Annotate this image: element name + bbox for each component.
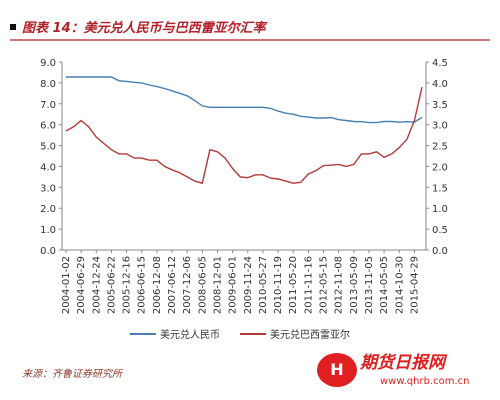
- title-marker: [10, 24, 16, 30]
- x-tick-label: 2004-12-24: [91, 256, 102, 314]
- y-tick-label: 1.0: [40, 225, 56, 236]
- y2-tick-label: 3.0: [432, 121, 448, 132]
- x-tick-label: 2004-01-02: [61, 256, 72, 314]
- x-tick-label: 2010-11-19: [273, 256, 284, 314]
- legend-label: 美元兑人民币: [160, 328, 220, 341]
- x-tick-label: 2011-05-20: [288, 256, 299, 314]
- y-tick-label: 6.0: [40, 121, 56, 132]
- x-tick-label: 2005-12-16: [122, 256, 133, 314]
- watermark-name: 期货日报网: [359, 353, 448, 373]
- x-tick-label: 2004-06-29: [76, 256, 87, 314]
- watermark-url: www.qhrb.com.cn: [380, 376, 470, 387]
- y2-tick-label: 0.0: [432, 246, 448, 257]
- x-tick-label: 2007-12-06: [182, 256, 193, 314]
- y2-tick-label: 4.5: [432, 58, 448, 69]
- y-tick-label: 2.0: [40, 204, 56, 215]
- series-line: [65, 86, 423, 185]
- x-tick-label: 2014-10-30: [394, 256, 405, 314]
- y-tick-label: 8.0: [40, 79, 56, 90]
- x-tick-label: 2014-05-05: [379, 256, 390, 314]
- y2-tick-label: 1.5: [432, 183, 448, 194]
- y2-tick-label: 1.0: [432, 204, 448, 215]
- x-tick-label: 2012-11-08: [334, 256, 345, 314]
- series-line: [66, 76, 423, 124]
- x-tick-label: 2015-04-29: [409, 256, 420, 314]
- x-tick-label: 2010-05-27: [258, 256, 269, 314]
- x-tick-label: 2005-06-22: [106, 256, 117, 314]
- x-tick-label: 2013-11-05: [364, 256, 375, 314]
- y-tick-label: 4.0: [40, 162, 56, 173]
- x-tick-label: 2008-06-05: [197, 256, 208, 314]
- x-tick-label: 2006-12-08: [152, 256, 163, 314]
- legend-label: 美元兑巴西雷亚尔: [270, 328, 350, 341]
- chart-title: 图表 14：美元兑人民币与巴西雷亚尔汇率: [22, 20, 269, 36]
- y-tick-label: 5.0: [40, 142, 56, 153]
- x-tick-label: 2008-12-01: [212, 256, 223, 314]
- x-tick-label: 2006-06-15: [137, 256, 148, 314]
- y2-tick-label: 3.5: [432, 100, 448, 111]
- x-tick-label: 2007-06-12: [167, 256, 178, 314]
- y-tick-label: 0.0: [40, 246, 56, 257]
- watermark: H 期货日报网 www.qhrb.com.cn: [317, 353, 470, 387]
- y-tick-label: 3.0: [40, 183, 56, 194]
- y2-tick-label: 2.5: [432, 142, 448, 153]
- y-tick-label: 7.0: [40, 100, 56, 111]
- x-tick-label: 2012-05-15: [319, 256, 330, 314]
- x-tick-label: 2013-05-09: [349, 256, 360, 314]
- watermark-logo-mark: H: [330, 360, 343, 379]
- y2-tick-label: 4.0: [432, 79, 448, 90]
- watermark-logo: [317, 353, 357, 387]
- y2-tick-label: 0.5: [432, 225, 448, 236]
- y-tick-label: 9.0: [40, 58, 56, 69]
- x-tick-label: 2009-11-24: [243, 256, 254, 314]
- x-tick-label: 2009-06-01: [228, 256, 239, 314]
- x-tick-label: 2011-11-16: [303, 256, 314, 314]
- y2-tick-label: 2.0: [432, 162, 448, 173]
- source: 来源：齐鲁证券研究所: [22, 368, 124, 380]
